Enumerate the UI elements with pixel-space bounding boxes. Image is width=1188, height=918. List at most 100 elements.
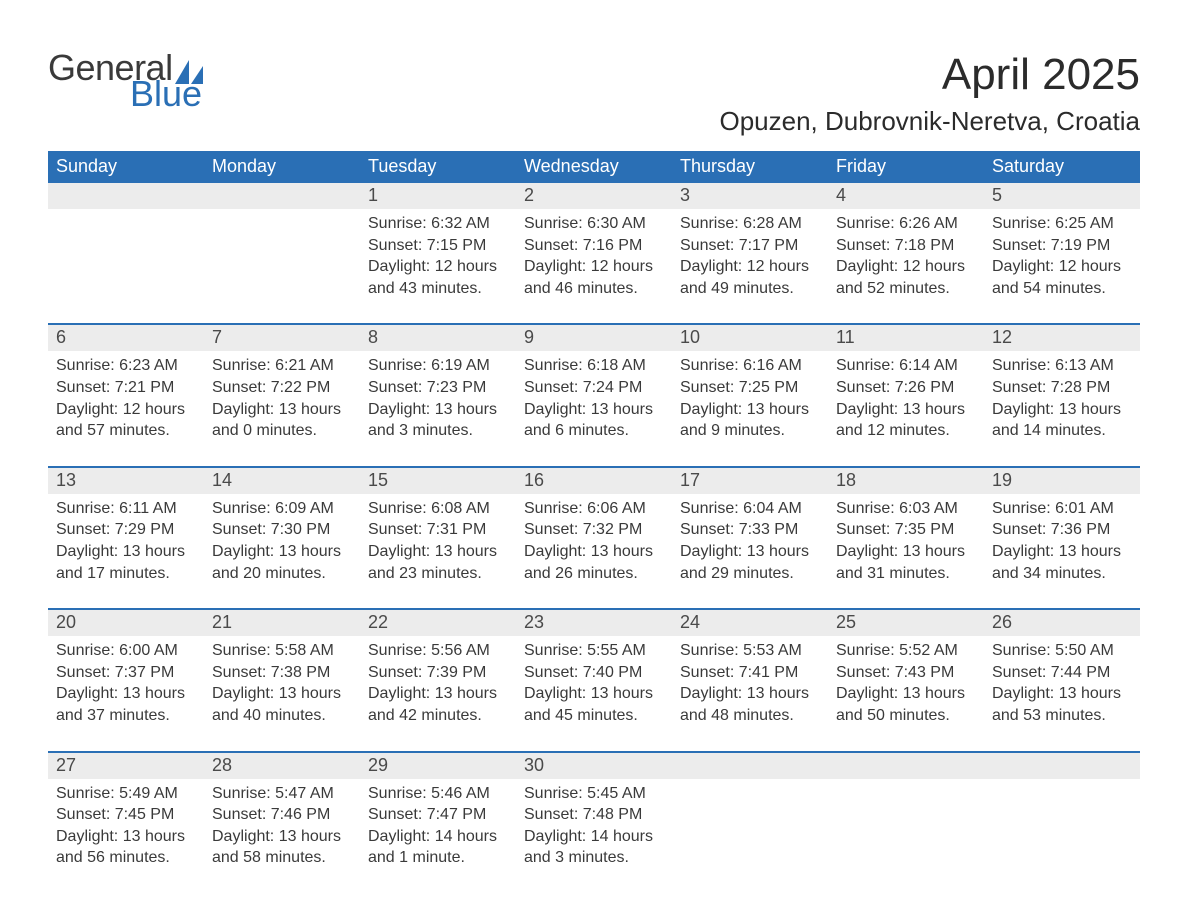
day-body bbox=[984, 779, 1140, 789]
day-body bbox=[204, 209, 360, 219]
dow-cell: Thursday bbox=[672, 151, 828, 183]
daylight-line-2: and 3 minutes. bbox=[368, 420, 508, 442]
sunrise-line: Sunrise: 6:06 AM bbox=[524, 498, 664, 520]
day-number: 21 bbox=[204, 610, 360, 636]
daylight-line-1: Daylight: 13 hours bbox=[524, 683, 664, 705]
daylight-line-1: Daylight: 14 hours bbox=[524, 826, 664, 848]
sunset-line: Sunset: 7:29 PM bbox=[56, 519, 196, 541]
day-cell: 25Sunrise: 5:52 AMSunset: 7:43 PMDayligh… bbox=[828, 610, 984, 732]
sunset-line: Sunset: 7:23 PM bbox=[368, 377, 508, 399]
day-cell: 8Sunrise: 6:19 AMSunset: 7:23 PMDaylight… bbox=[360, 325, 516, 447]
day-cell: 17Sunrise: 6:04 AMSunset: 7:33 PMDayligh… bbox=[672, 468, 828, 590]
sunrise-line: Sunrise: 5:53 AM bbox=[680, 640, 820, 662]
sunset-line: Sunset: 7:19 PM bbox=[992, 235, 1132, 257]
day-number: 18 bbox=[828, 468, 984, 494]
daylight-line-1: Daylight: 13 hours bbox=[56, 826, 196, 848]
dow-cell: Friday bbox=[828, 151, 984, 183]
sunrise-line: Sunrise: 6:23 AM bbox=[56, 355, 196, 377]
sunrise-line: Sunrise: 6:11 AM bbox=[56, 498, 196, 520]
day-body: Sunrise: 6:23 AMSunset: 7:21 PMDaylight:… bbox=[48, 351, 204, 447]
sunrise-line: Sunrise: 6:30 AM bbox=[524, 213, 664, 235]
sunset-line: Sunset: 7:26 PM bbox=[836, 377, 976, 399]
daylight-line-2: and 6 minutes. bbox=[524, 420, 664, 442]
daylight-line-2: and 23 minutes. bbox=[368, 563, 508, 585]
day-cell: 9Sunrise: 6:18 AMSunset: 7:24 PMDaylight… bbox=[516, 325, 672, 447]
daylight-line-1: Daylight: 13 hours bbox=[524, 541, 664, 563]
daylight-line-2: and 17 minutes. bbox=[56, 563, 196, 585]
daylight-line-1: Daylight: 13 hours bbox=[212, 541, 352, 563]
logo-text-blue: Blue bbox=[130, 76, 203, 112]
day-body: Sunrise: 6:32 AMSunset: 7:15 PMDaylight:… bbox=[360, 209, 516, 305]
location: Opuzen, Dubrovnik-Neretva, Croatia bbox=[719, 106, 1140, 137]
sunset-line: Sunset: 7:44 PM bbox=[992, 662, 1132, 684]
sunrise-line: Sunrise: 5:45 AM bbox=[524, 783, 664, 805]
daylight-line-1: Daylight: 12 hours bbox=[56, 399, 196, 421]
day-number: 27 bbox=[48, 753, 204, 779]
sunset-line: Sunset: 7:22 PM bbox=[212, 377, 352, 399]
daylight-line-1: Daylight: 13 hours bbox=[212, 399, 352, 421]
daylight-line-2: and 45 minutes. bbox=[524, 705, 664, 727]
sunrise-line: Sunrise: 6:32 AM bbox=[368, 213, 508, 235]
daylight-line-1: Daylight: 13 hours bbox=[992, 399, 1132, 421]
daylight-line-1: Daylight: 13 hours bbox=[212, 826, 352, 848]
day-body: Sunrise: 6:08 AMSunset: 7:31 PMDaylight:… bbox=[360, 494, 516, 590]
day-number: 17 bbox=[672, 468, 828, 494]
daylight-line-1: Daylight: 12 hours bbox=[524, 256, 664, 278]
sunrise-line: Sunrise: 6:00 AM bbox=[56, 640, 196, 662]
sunset-line: Sunset: 7:41 PM bbox=[680, 662, 820, 684]
sunset-line: Sunset: 7:17 PM bbox=[680, 235, 820, 257]
daylight-line-1: Daylight: 13 hours bbox=[368, 399, 508, 421]
sunrise-line: Sunrise: 5:47 AM bbox=[212, 783, 352, 805]
sunset-line: Sunset: 7:46 PM bbox=[212, 804, 352, 826]
day-cell: 3Sunrise: 6:28 AMSunset: 7:17 PMDaylight… bbox=[672, 183, 828, 305]
sunset-line: Sunset: 7:45 PM bbox=[56, 804, 196, 826]
sunrise-line: Sunrise: 6:13 AM bbox=[992, 355, 1132, 377]
day-body: Sunrise: 5:46 AMSunset: 7:47 PMDaylight:… bbox=[360, 779, 516, 875]
day-cell: 26Sunrise: 5:50 AMSunset: 7:44 PMDayligh… bbox=[984, 610, 1140, 732]
dow-cell: Monday bbox=[204, 151, 360, 183]
week-row: 27Sunrise: 5:49 AMSunset: 7:45 PMDayligh… bbox=[48, 751, 1140, 875]
day-cell bbox=[204, 183, 360, 305]
sunrise-line: Sunrise: 6:25 AM bbox=[992, 213, 1132, 235]
daylight-line-1: Daylight: 13 hours bbox=[836, 683, 976, 705]
day-body bbox=[828, 779, 984, 789]
day-number: 30 bbox=[516, 753, 672, 779]
day-number: 13 bbox=[48, 468, 204, 494]
daylight-line-2: and 29 minutes. bbox=[680, 563, 820, 585]
sunrise-line: Sunrise: 6:26 AM bbox=[836, 213, 976, 235]
day-number: 14 bbox=[204, 468, 360, 494]
day-body: Sunrise: 6:06 AMSunset: 7:32 PMDaylight:… bbox=[516, 494, 672, 590]
day-number: 20 bbox=[48, 610, 204, 636]
day-number: 5 bbox=[984, 183, 1140, 209]
day-cell: 11Sunrise: 6:14 AMSunset: 7:26 PMDayligh… bbox=[828, 325, 984, 447]
day-body bbox=[48, 209, 204, 219]
day-body: Sunrise: 6:09 AMSunset: 7:30 PMDaylight:… bbox=[204, 494, 360, 590]
sunset-line: Sunset: 7:47 PM bbox=[368, 804, 508, 826]
day-cell: 23Sunrise: 5:55 AMSunset: 7:40 PMDayligh… bbox=[516, 610, 672, 732]
daylight-line-2: and 56 minutes. bbox=[56, 847, 196, 869]
sunset-line: Sunset: 7:25 PM bbox=[680, 377, 820, 399]
daylight-line-1: Daylight: 13 hours bbox=[992, 541, 1132, 563]
sunset-line: Sunset: 7:24 PM bbox=[524, 377, 664, 399]
day-cell: 18Sunrise: 6:03 AMSunset: 7:35 PMDayligh… bbox=[828, 468, 984, 590]
sunrise-line: Sunrise: 6:21 AM bbox=[212, 355, 352, 377]
day-body: Sunrise: 6:14 AMSunset: 7:26 PMDaylight:… bbox=[828, 351, 984, 447]
sunrise-line: Sunrise: 5:50 AM bbox=[992, 640, 1132, 662]
day-body: Sunrise: 6:11 AMSunset: 7:29 PMDaylight:… bbox=[48, 494, 204, 590]
daylight-line-2: and 26 minutes. bbox=[524, 563, 664, 585]
day-cell: 1Sunrise: 6:32 AMSunset: 7:15 PMDaylight… bbox=[360, 183, 516, 305]
sunset-line: Sunset: 7:43 PM bbox=[836, 662, 976, 684]
sunrise-line: Sunrise: 6:18 AM bbox=[524, 355, 664, 377]
daylight-line-2: and 3 minutes. bbox=[524, 847, 664, 869]
day-number: 28 bbox=[204, 753, 360, 779]
day-body: Sunrise: 5:50 AMSunset: 7:44 PMDaylight:… bbox=[984, 636, 1140, 732]
day-number: 12 bbox=[984, 325, 1140, 351]
day-number: 11 bbox=[828, 325, 984, 351]
day-number: 1 bbox=[360, 183, 516, 209]
sunset-line: Sunset: 7:36 PM bbox=[992, 519, 1132, 541]
day-number: 26 bbox=[984, 610, 1140, 636]
daylight-line-2: and 54 minutes. bbox=[992, 278, 1132, 300]
day-number: 8 bbox=[360, 325, 516, 351]
daylight-line-2: and 49 minutes. bbox=[680, 278, 820, 300]
day-cell bbox=[984, 753, 1140, 875]
